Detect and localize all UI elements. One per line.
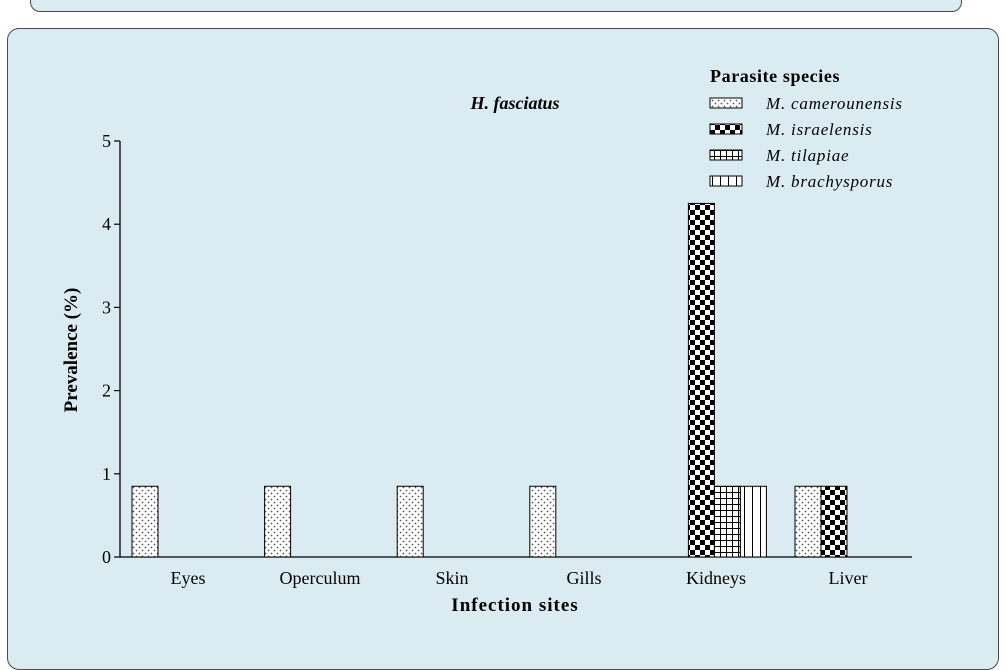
legend-label: M. israelensis — [765, 120, 873, 139]
legend-swatch — [709, 175, 743, 187]
legend-label: M. tilapiae — [765, 146, 849, 165]
bar-checker — [687, 202, 715, 558]
x-axis-label: Infection sites — [451, 595, 578, 616]
x-tick-label: Skin — [435, 568, 468, 588]
y-tick-label: 3 — [102, 297, 111, 317]
chart-panel — [7, 28, 999, 670]
y-tick-label: 5 — [102, 131, 111, 151]
legend-label: M. camerounensis — [765, 94, 903, 113]
bar-dots — [396, 485, 424, 558]
y-tick-label: 4 — [102, 214, 111, 234]
chart-title: H. fasciatus — [469, 93, 559, 113]
y-axis-label: Prevalence (%) — [61, 288, 82, 413]
x-tick-label: Operculum — [280, 568, 361, 588]
bar-grid — [713, 485, 741, 558]
x-tick-label: Eyes — [171, 568, 206, 588]
bar-dots — [529, 485, 557, 558]
x-tick-label: Gills — [566, 568, 601, 588]
bar-dots — [794, 485, 822, 558]
bar-vlines — [739, 485, 767, 558]
legend: Parasite species M. camerounensis M. israe… — [709, 66, 903, 191]
y-tick-label: 0 — [102, 547, 111, 567]
bars — [131, 202, 848, 558]
bar-dots — [264, 485, 292, 558]
axes: 0 1 2 3 4 5 Eyes Operculum Skin Gills Kidneys Liver — [102, 131, 912, 588]
bar-checker — [820, 485, 848, 558]
x-tick-label: Kidneys — [686, 568, 746, 588]
legend-label: M. brachysporus — [765, 172, 893, 191]
bar-dots — [131, 485, 159, 558]
y-tick-label: 2 — [102, 381, 111, 401]
y-tick-label: 1 — [102, 464, 111, 484]
legend-swatch — [709, 123, 743, 135]
legend-swatch — [709, 97, 743, 109]
prevalence-bar-chart: 0 1 2 3 4 5 Eyes Operculum Skin Gills Kidneys Liver… — [61, 66, 912, 616]
legend-swatch — [709, 149, 743, 161]
legend-title: Parasite species — [710, 66, 840, 86]
x-tick-label: Liver — [829, 568, 868, 588]
